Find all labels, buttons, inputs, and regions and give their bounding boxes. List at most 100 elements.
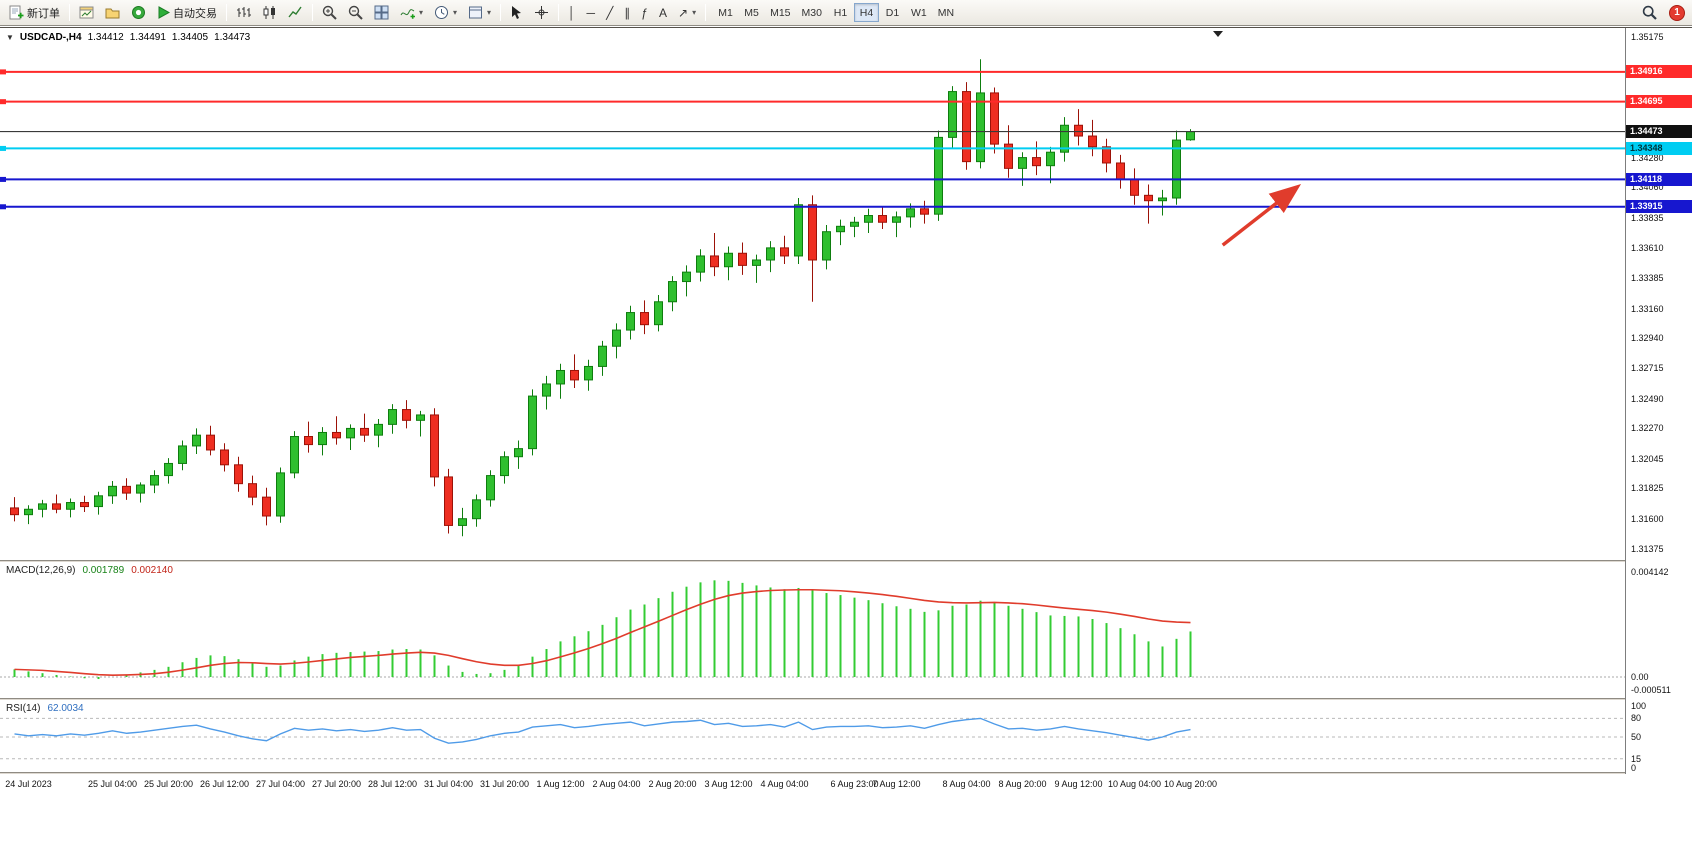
timeframe-m1-button[interactable]: M1 [713,3,738,22]
candle-down [640,312,649,326]
horizontal-line-button[interactable]: ─ [582,2,601,23]
time-tick: 24 Jul 2023 [5,779,52,789]
trendline-icon: ╱ [606,5,614,20]
time-tick: 25 Jul 04:00 [87,779,138,789]
candle-up [318,431,327,446]
new-order-label: 新订单 [27,7,60,20]
timeframe-w1-button[interactable]: W1 [906,3,932,22]
chevron-down-icon: ▾ [453,8,458,17]
timeframe-h4-button[interactable]: H4 [853,3,879,22]
search-button[interactable] [1637,2,1662,23]
quote-open: 1.34412 [87,32,124,43]
candle-up [150,475,159,486]
clock-icon [434,5,449,20]
zoom-in-icon [322,5,337,20]
timeframe-d1-button[interactable]: D1 [880,3,905,22]
candle-down [402,409,411,421]
profiles-button[interactable] [100,2,125,23]
candle-up [654,301,663,326]
candle-down [262,496,271,517]
zoom-out-button[interactable] [343,2,368,23]
candle-up [906,208,915,218]
zoom-in-button[interactable] [317,2,342,23]
candle-up [612,329,621,347]
new-order-icon [9,5,24,20]
rsi-scale-tick: 15 [1631,753,1642,764]
bar-chart-button[interactable] [231,2,256,23]
macd-value: 0.001789 [82,565,125,576]
main-chart-canvas[interactable] [0,28,1625,560]
templates-button[interactable]: ▾ [463,2,496,23]
candle-down [304,436,313,446]
candle-up [766,247,775,261]
candle-down [920,208,929,215]
community-button[interactable] [126,2,151,23]
candle-up [1186,131,1195,141]
quote-bar: ▼ USDCAD-,H4 1.34412 1.34491 1.34405 1.3… [6,32,250,43]
fibonacci-button[interactable]: ƒ [636,2,653,23]
time-axis[interactable]: 24 Jul 2023 25 Jul 04:00 25 Jul 20:00 26 Ju… [0,774,1692,796]
zoom-out-icon [348,5,363,20]
macd-label: MACD(12,26,9) 0.001789 0.002140 [6,565,173,576]
line-chart-button[interactable] [283,2,308,23]
quote-close: 1.34473 [214,32,251,43]
candle-up [752,259,761,266]
candle-down [1116,162,1125,180]
timeframe-m5-button[interactable]: M5 [739,3,764,22]
toolbar-separator [226,4,227,21]
macd-scale-tick: 0.004142 [1631,566,1669,577]
periods-button[interactable]: ▾ [429,2,462,23]
panel-divider[interactable] [0,560,1692,562]
candle-up [1018,157,1027,169]
vertical-line-button[interactable]: │ [563,2,581,23]
cursor-button[interactable] [505,2,528,23]
price-tick: 1.32940 [1631,333,1664,344]
candle-down [1102,146,1111,164]
price-tick: 1.33160 [1631,303,1664,314]
macd-canvas[interactable] [0,562,1625,698]
new-chart-button[interactable] [74,2,99,23]
tile-windows-button[interactable] [369,2,394,23]
text-tool-icon: A [658,5,667,20]
trendline-button[interactable]: ╱ [601,2,618,23]
symbol-dropdown-icon[interactable]: ▼ [6,33,14,42]
rsi-line [14,717,1191,744]
candle-up [598,345,607,367]
trend-arrow-annotation [1221,184,1302,247]
autotrading-button[interactable]: 自动交易 [152,2,222,23]
crosshair-button[interactable] [529,2,554,23]
candle-up [24,508,33,516]
arrows-tool-button[interactable]: ↗ ▾ [673,2,701,23]
timeframe-h1-button[interactable]: H1 [828,3,853,22]
time-tick: 8 Aug 20:00 [998,779,1047,789]
price-tick: 1.34280 [1631,152,1664,163]
timeframe-m30-button[interactable]: M30 [797,3,827,22]
notification-badge[interactable]: 1 [1669,4,1685,21]
community-icon [131,5,146,20]
price-scale[interactable]: 1.35175 1.34280 1.34060 1.33835 1.33610 1.333… [1625,28,1692,774]
text-tool-button[interactable]: A [654,2,672,23]
candlestick-chart-button[interactable] [257,2,282,23]
price-tick: 1.34060 [1631,182,1664,193]
channel-button[interactable]: ∥ [619,2,635,23]
panel-divider[interactable] [0,698,1692,700]
timeframe-m15-button[interactable]: M15 [765,3,795,22]
new-chart-icon [79,5,94,20]
rsi-canvas[interactable] [0,700,1625,772]
candle-down [878,215,887,223]
profiles-folder-icon [105,5,120,20]
candle-down [430,414,439,478]
new-order-button[interactable]: 新订单 [4,2,65,23]
candle-down [710,255,719,268]
candle-down [122,485,131,494]
price-tick: 1.35175 [1631,32,1664,42]
panel-divider [0,772,1692,774]
candle-down [570,369,579,381]
timeframe-mn-button[interactable]: MN [933,3,959,22]
candle-up [1060,124,1069,153]
candle-up [934,136,943,215]
cursor-icon [510,5,523,20]
indicators-button[interactable]: ▾ [395,2,428,23]
chart-window: ▼ USDCAD-,H4 1.34412 1.34491 1.34405 1.3… [0,27,1692,796]
